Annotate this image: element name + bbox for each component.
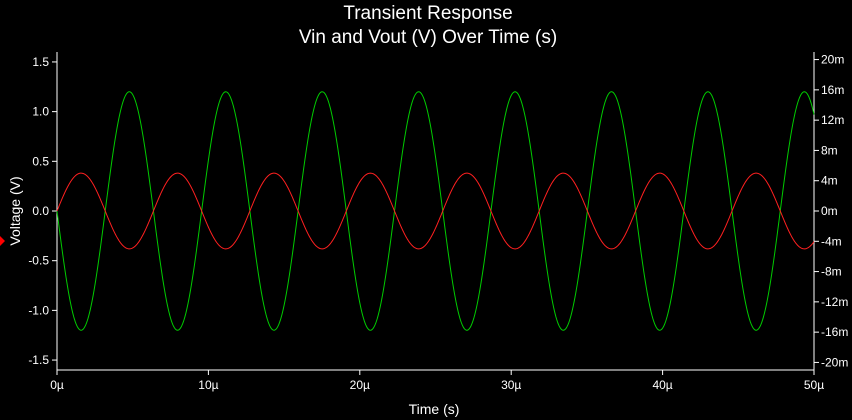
- left-y-tick-label: 1.5: [32, 55, 49, 69]
- right-y-tick-label: 4m: [821, 174, 838, 188]
- right-y-tick-label: 12m: [821, 113, 844, 127]
- left-y-axis-ticks: 1.5 1.0 0.5 0.0 -0.5 -1.0 -1.5: [28, 55, 57, 367]
- right-y-tick-label: 20m: [821, 53, 844, 67]
- x-tick-label: 10µ: [198, 378, 218, 392]
- right-y-tick-label: -4m: [821, 234, 842, 248]
- x-axis-ticks: 0µ 10µ 20µ 30µ 40µ 50µ: [50, 370, 824, 392]
- right-y-tick-label: -16m: [821, 325, 848, 339]
- series-layer: [56, 91, 815, 331]
- right-y-tick-label: 0m: [821, 204, 838, 218]
- x-tick-label: 0µ: [50, 378, 64, 392]
- x-tick-label: 50µ: [804, 378, 824, 392]
- x-axis-label: Time (s): [409, 401, 460, 417]
- x-tick-label: 20µ: [350, 378, 370, 392]
- right-y-axis-ticks: 20m 16m 12m 8m 4m 0m -4m -8m -12m -16m -20m: [814, 53, 848, 369]
- x-tick-label: 40µ: [652, 378, 672, 392]
- left-y-tick-label: -1.0: [28, 303, 49, 317]
- right-y-tick-label: -8m: [821, 265, 842, 279]
- left-y-tick-label: -1.5: [28, 353, 49, 367]
- left-y-tick-label: 1.0: [32, 105, 49, 119]
- left-y-tick-label: 0.0: [32, 204, 49, 218]
- left-y-tick-label: -0.5: [28, 254, 49, 268]
- left-y-tick-label: 0.5: [32, 154, 49, 168]
- right-y-tick-label: -20m: [821, 355, 848, 369]
- chart-subtitle: Vin and Vout (V) Over Time (s): [299, 27, 557, 48]
- axis-marker: [0, 236, 5, 246]
- right-y-tick-label: 16m: [821, 83, 844, 97]
- x-tick-label: 30µ: [501, 378, 521, 392]
- chart-title: Transient Response: [343, 3, 512, 24]
- series-line-2: [56, 172, 815, 250]
- right-y-tick-label: 8m: [821, 143, 838, 157]
- y-axis-label: Voltage (V): [7, 176, 23, 245]
- series-line-1: [56, 91, 815, 331]
- right-y-tick-label: -12m: [821, 295, 848, 309]
